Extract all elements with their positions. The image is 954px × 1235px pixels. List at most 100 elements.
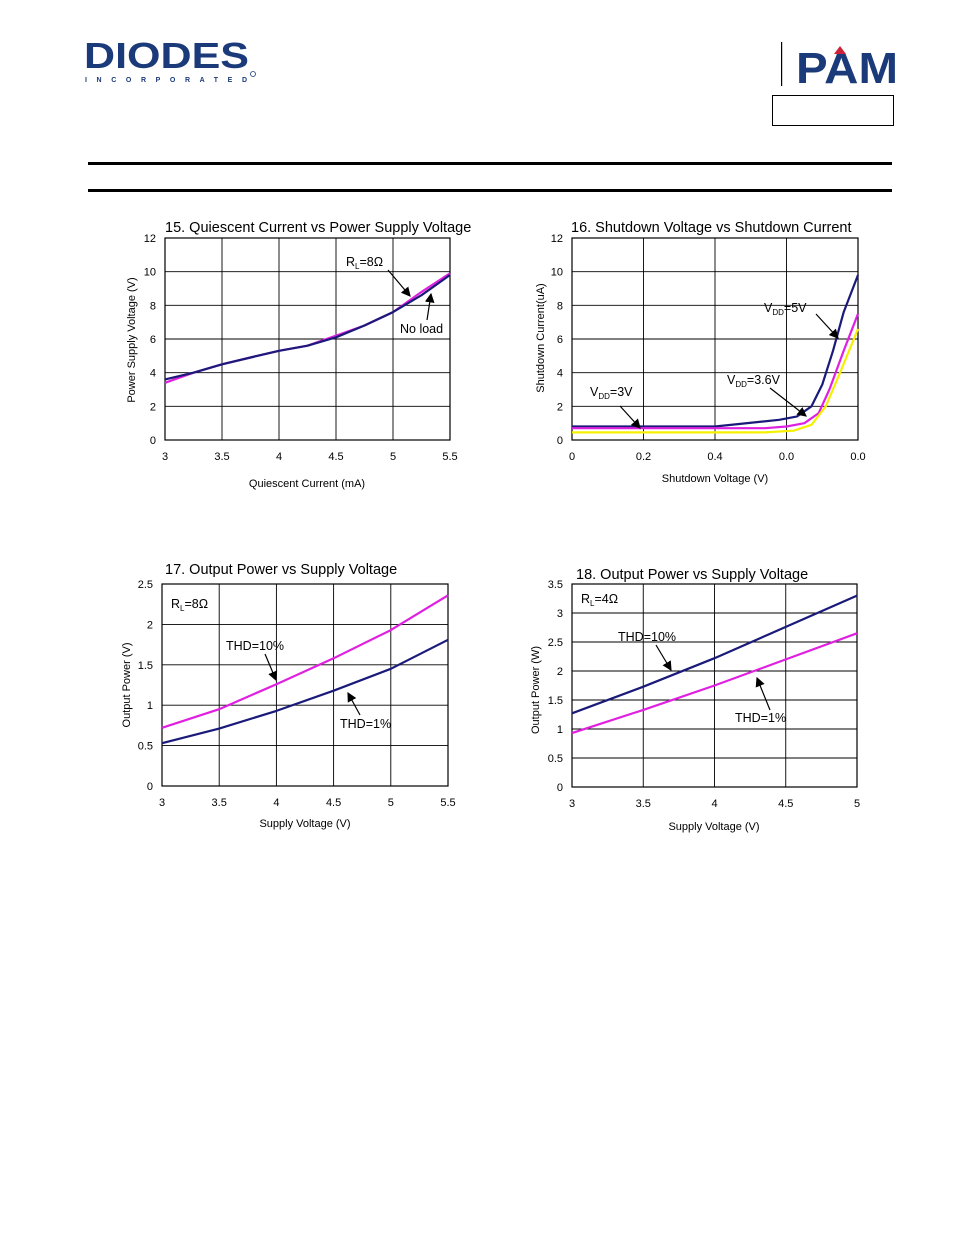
x-tick-label: 3.5 — [212, 797, 227, 809]
y-tick-label: 4 — [150, 368, 156, 380]
x-tick-label: 0.2 — [636, 451, 651, 463]
y-tick-label: 2 — [147, 619, 153, 631]
y-tick-label: 8 — [557, 300, 563, 312]
y-tick-label: 4 — [557, 368, 563, 380]
chart-output-power-8ohm: 17. Output Power vs Supply Voltage 3 3.5 4… — [121, 562, 456, 830]
annotation-thd1: THD=1% — [735, 711, 786, 725]
series-line-2 — [572, 328, 860, 434]
y-tick-label: 1 — [147, 700, 153, 712]
plot-frame — [571, 237, 859, 441]
y-tick-label: 12 — [551, 233, 563, 245]
diodes-logo: DIODES INCORPORATED — [84, 38, 256, 84]
pam-logo: PAM — [781, 42, 898, 88]
y-tick-label: 2 — [150, 401, 156, 413]
x-tick-label: 4 — [711, 798, 717, 810]
annotation-rl: RL=8Ω — [346, 255, 383, 271]
annotation-vdd5: VDD=5V — [764, 301, 807, 317]
x-tick-label: 0.0 — [779, 451, 794, 463]
annotation-thd10: THD=10% — [618, 630, 676, 644]
y-ticks: 0 0.5 1 1.5 2 2.5 3 3.5 — [548, 579, 563, 794]
arrow-thd1 — [755, 676, 771, 711]
annotation-vdd36: VDD=3.6V — [727, 373, 781, 389]
y-tick-label: 6 — [150, 334, 156, 346]
y-tick-label: 1 — [557, 724, 563, 736]
x-ticks: 3 3.5 4 4.5 5 5.5 — [159, 797, 456, 809]
part-number-box — [772, 95, 894, 126]
series-lines — [571, 594, 858, 735]
pam-accent-triangle — [834, 46, 846, 54]
y-tick-label: 1.5 — [548, 695, 563, 707]
y-tick-label: 2 — [557, 666, 563, 678]
annotation-vdd3: VDD=3V — [590, 385, 633, 401]
diodes-logo-text: DIODES — [84, 38, 249, 76]
annotation-thd1: THD=1% — [340, 717, 391, 731]
y-tick-label: 0.5 — [138, 741, 153, 753]
y-tick-label: 0 — [557, 782, 563, 794]
x-tick-label: 5 — [390, 451, 396, 463]
x-tick-label: 3 — [569, 798, 575, 810]
x-tick-label: 5.5 — [440, 797, 455, 809]
y-axis-label: Shutdown Current(uA) — [535, 283, 547, 392]
x-axis-label: Quiescent Current (mA) — [249, 478, 365, 490]
series-line-1 — [572, 313, 860, 430]
x-tick-label: 3 — [159, 797, 165, 809]
chart-title: 18. Output Power vs Supply Voltage — [576, 567, 808, 583]
chart-title: 16. Shutdown Voltage vs Shutdown Current — [571, 220, 852, 236]
y-axis-label: Power Supply Voltage (V) — [126, 277, 138, 402]
chart-title: 15. Quiescent Current vs Power Supply Vo… — [165, 220, 471, 236]
pam-logo-text: PAM — [796, 44, 898, 88]
gridlines — [572, 238, 858, 440]
plot-frame — [164, 237, 451, 441]
gridlines — [572, 584, 857, 787]
annotations: RL=8Ω No load — [346, 255, 443, 336]
gridlines — [165, 238, 450, 440]
y-tick-label: 3 — [557, 608, 563, 620]
y-tick-label: 1.5 — [138, 660, 153, 672]
chart-quiescent-current: 15. Quiescent Current vs Power Supply Vo… — [126, 220, 471, 490]
x-tick-label: 4.5 — [328, 451, 343, 463]
x-axis-label: Shutdown Voltage (V) — [662, 473, 768, 485]
y-tick-label: 2.5 — [138, 579, 153, 591]
x-tick-label: 0.4 — [707, 451, 722, 463]
y-tick-label: 2 — [557, 401, 563, 413]
x-tick-label: 5.5 — [442, 451, 457, 463]
y-tick-label: 6 — [557, 334, 563, 346]
x-axis-label: Supply Voltage (V) — [668, 821, 759, 833]
y-tick-label: 10 — [144, 267, 156, 279]
x-ticks: 3 3.5 4 4.5 5 — [569, 798, 860, 810]
y-ticks: 0 2 4 6 8 10 12 — [551, 233, 563, 447]
diodes-logo-subtext: INCORPORATED — [85, 77, 247, 84]
annotation-rl: RL=4Ω — [581, 592, 618, 608]
annotations: RL=8Ω THD=10% THD=1% — [171, 597, 391, 731]
y-ticks: 0 0.5 1 1.5 2 2.5 — [138, 579, 153, 793]
chart-output-power-4ohm: 18. Output Power vs Supply Voltage 3 3.5 4… — [530, 567, 860, 833]
y-tick-label: 2.5 — [548, 637, 563, 649]
y-ticks: 0 2 4 6 8 10 12 — [144, 233, 156, 447]
chart-title: 17. Output Power vs Supply Voltage — [165, 562, 397, 578]
annotations: RL=4Ω THD=10% THD=1% — [581, 592, 786, 725]
y-tick-label: 0 — [150, 435, 156, 447]
annotation-thd10: THD=10% — [226, 639, 284, 653]
x-tick-label: 0 — [569, 451, 575, 463]
y-tick-label: 0.5 — [548, 753, 563, 765]
x-tick-label: 4.5 — [778, 798, 793, 810]
arrow-rl — [387, 269, 411, 297]
plot-frame — [161, 583, 449, 787]
x-tick-label: 3.5 — [214, 451, 229, 463]
x-axis-label: Supply Voltage (V) — [259, 818, 350, 830]
header-rule-bottom — [88, 189, 892, 192]
annotation-rl: RL=8Ω — [171, 597, 208, 613]
y-tick-label: 3.5 — [548, 579, 563, 591]
annotations: VDD=5V VDD=3.6V VDD=3V — [590, 301, 839, 429]
x-tick-label: 5 — [854, 798, 860, 810]
plot-frame — [571, 583, 858, 788]
x-ticks: 0 0.2 0.4 0.0 0.0 — [569, 451, 866, 463]
arrow-vdd5 — [815, 313, 839, 339]
x-tick-label: 4.5 — [326, 797, 341, 809]
header-rule-top — [88, 162, 892, 165]
x-tick-label: 3.5 — [636, 798, 651, 810]
x-tick-label: 5 — [388, 797, 394, 809]
x-ticks: 3 3.5 4 4.5 5 5.5 — [162, 451, 458, 463]
arrow-noload — [424, 292, 435, 321]
chart-shutdown-current: 16. Shutdown Voltage vs Shutdown Current… — [535, 220, 866, 485]
